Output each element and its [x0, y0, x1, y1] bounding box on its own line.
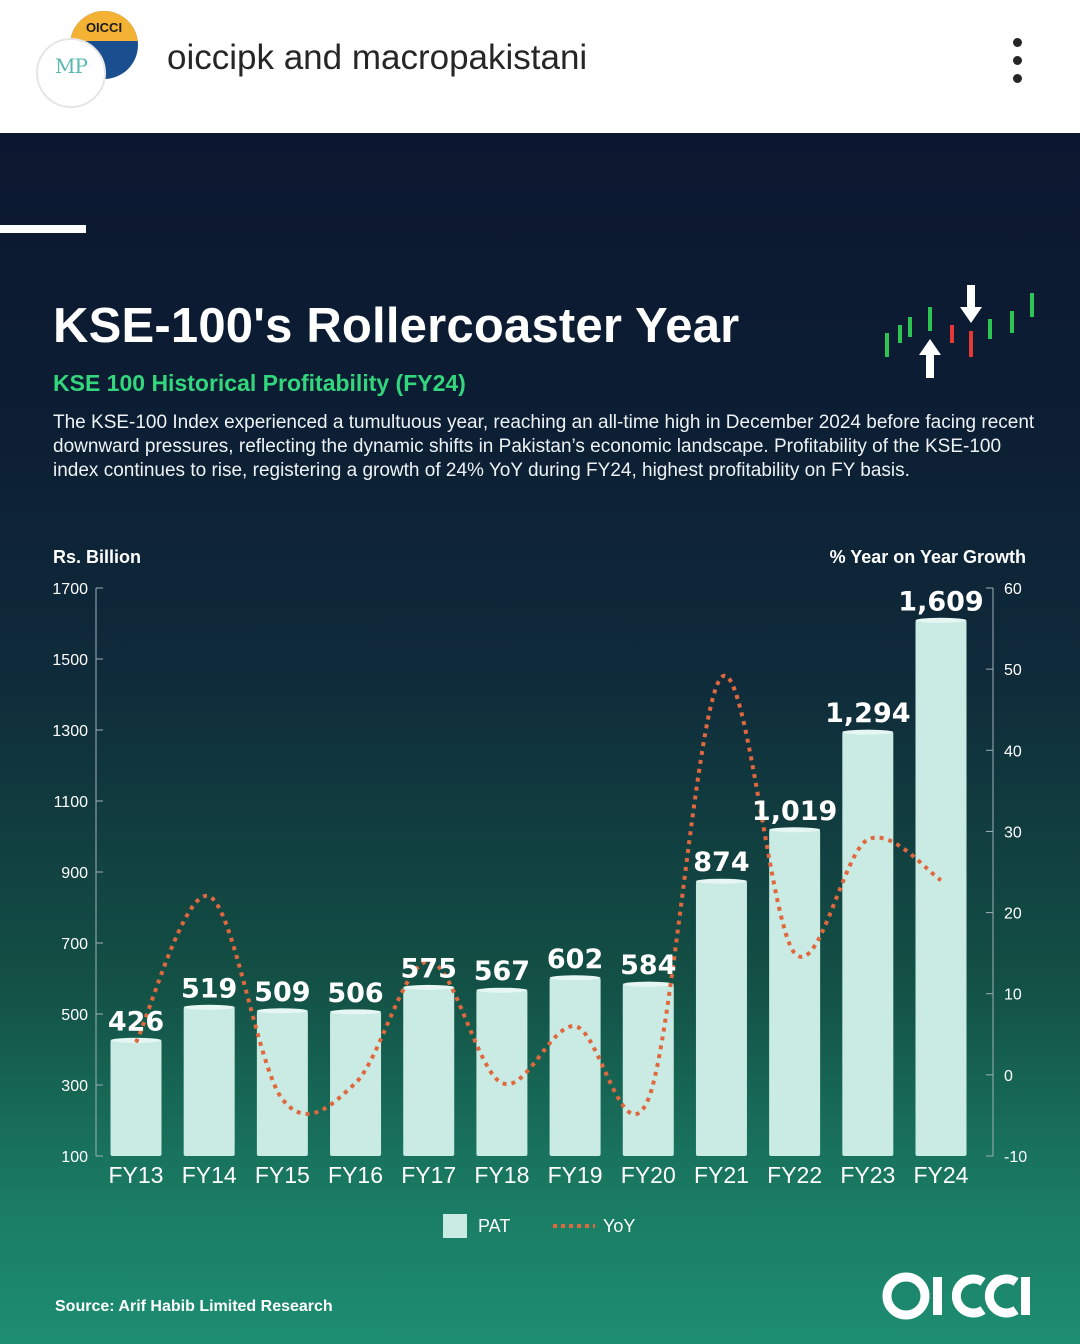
pat-bar [476, 990, 528, 1156]
pat-bar-cap [549, 975, 601, 981]
yoy-line [134, 673, 943, 1117]
pat-bar-cap [330, 1009, 382, 1015]
pat-bar-cap [256, 1008, 308, 1014]
category-label: FY15 [255, 1162, 310, 1188]
infographic-title: KSE-100's Rollercoaster Year [53, 299, 740, 353]
right-tick-label: 60 [1004, 581, 1022, 598]
right-tick-label: 30 [1004, 824, 1022, 841]
pat-bar [622, 984, 674, 1156]
pat-value-label: 1,019 [752, 796, 837, 827]
pat-bar-cap [769, 827, 821, 833]
right-tick-label: 50 [1004, 662, 1022, 679]
category-label: FY13 [109, 1162, 164, 1188]
right-tick-label: 20 [1004, 906, 1022, 923]
left-tick-label: 100 [61, 1149, 88, 1166]
pat-bar [549, 977, 601, 1156]
left-tick-label: 900 [61, 865, 88, 882]
left-tick-label: 1100 [54, 794, 89, 811]
pat-bar [403, 987, 455, 1156]
pat-value-label: 584 [620, 950, 676, 981]
category-label: FY16 [328, 1162, 383, 1188]
pat-value-label: 426 [108, 1006, 164, 1037]
legend-pat-swatch [443, 1214, 467, 1238]
pat-value-label: 1,609 [898, 586, 983, 617]
pat-bar [769, 829, 821, 1156]
avatar-mp-text: MP [55, 54, 88, 78]
pat-bar-cap [842, 729, 894, 735]
pat-value-label: 602 [547, 944, 603, 975]
pat-bar [915, 620, 967, 1156]
pat-value-label: 575 [401, 953, 457, 984]
pat-bar-cap [403, 984, 455, 990]
pat-value-label: 1,294 [825, 698, 910, 729]
pat-value-label: 874 [693, 847, 749, 878]
infographic-description: The KSE-100 Index experienced a tumultuo… [53, 412, 1035, 481]
category-label: FY24 [914, 1162, 969, 1188]
legend-pat-label: PAT [478, 1216, 510, 1236]
category-label: FY23 [840, 1162, 895, 1188]
avatar-band [70, 11, 138, 41]
left-axis-title: Rs. Billion [53, 547, 142, 567]
right-tick-label: 10 [1004, 987, 1022, 1004]
pat-bar-cap [915, 617, 967, 623]
category-label: FY14 [182, 1162, 237, 1188]
right-tick-label: 0 [1004, 1068, 1013, 1085]
category-label: FY20 [621, 1162, 676, 1188]
category-label: FY17 [401, 1162, 456, 1188]
pat-bar [695, 881, 747, 1156]
category-label: FY19 [548, 1162, 603, 1188]
legend-yoy-label: YoY [603, 1216, 635, 1236]
left-tick-label: 1500 [52, 652, 88, 669]
pat-bar-cap [183, 1004, 235, 1010]
left-tick-label: 500 [61, 1007, 88, 1024]
pat-bar-cap [476, 987, 528, 993]
avatar-logo-text: OICCI [85, 20, 123, 35]
right-axis-title: % Year on Year Growth [829, 547, 1026, 567]
left-tick-label: 1700 [52, 581, 88, 598]
right-tick-label: 40 [1004, 743, 1022, 760]
pat-bar-cap [695, 878, 747, 884]
pat-bar [256, 1010, 308, 1156]
pat-bar [183, 1007, 235, 1156]
post-author-names[interactable]: oiccipk and macropakistani [167, 38, 588, 77]
pat-value-label: 519 [181, 973, 237, 1004]
pat-value-label: 506 [327, 978, 383, 1009]
left-tick-label: 1300 [52, 723, 88, 740]
pat-value-label: 509 [254, 977, 310, 1008]
pat-value-label: 567 [474, 956, 530, 987]
oicci-logo-icon [882, 1272, 1030, 1320]
right-tick-label: -10 [1004, 1149, 1027, 1166]
infographic-subtitle: KSE 100 Historical Profitability (FY24) [53, 370, 466, 396]
source-note: Source: Arif Habib Limited Research [55, 1298, 333, 1315]
pat-bar [330, 1011, 382, 1156]
pat-bar [110, 1040, 162, 1156]
left-tick-label: 300 [61, 1078, 88, 1095]
more-options-icon[interactable] [1004, 38, 1032, 86]
macropakistani-avatar[interactable]: MP [36, 38, 106, 108]
post-header: OICCI MP oiccipk and macropakistani [0, 0, 1080, 133]
category-label: FY18 [474, 1162, 529, 1188]
profitability-chart: 1700150013001100900700500300100605040302… [52, 285, 1034, 1238]
left-tick-label: 700 [61, 936, 88, 953]
category-label: FY21 [694, 1162, 749, 1188]
pat-bar [842, 732, 894, 1156]
pat-bar-cap [622, 981, 674, 987]
decorative-bar [0, 225, 86, 233]
candlestick-icon [885, 285, 1034, 378]
category-label: FY22 [767, 1162, 822, 1188]
